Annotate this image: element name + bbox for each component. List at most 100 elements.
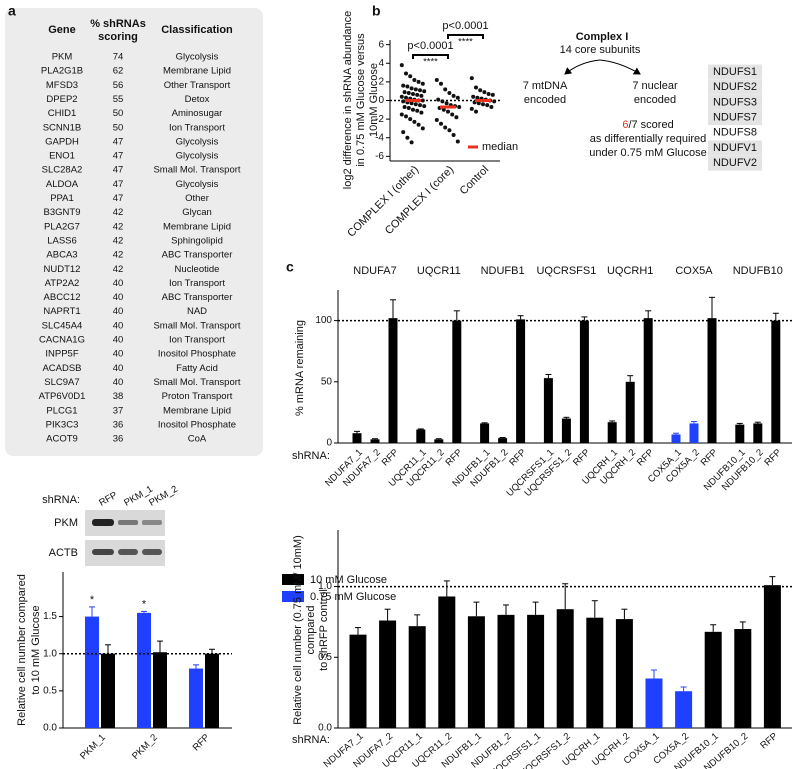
y-axis-label: Relative cell number compared bbox=[16, 574, 28, 726]
point bbox=[413, 102, 418, 107]
bar bbox=[189, 668, 203, 728]
y-tick-label: 1.5 bbox=[43, 611, 57, 622]
y-tick-label: 0 bbox=[378, 95, 384, 106]
table-cell: 42 bbox=[113, 235, 124, 246]
point bbox=[474, 85, 478, 90]
point bbox=[405, 135, 410, 140]
point bbox=[399, 94, 404, 99]
band bbox=[142, 549, 162, 555]
point bbox=[476, 101, 481, 106]
bar bbox=[349, 634, 367, 728]
point bbox=[454, 115, 459, 120]
group-title: UQCRH1 bbox=[607, 265, 653, 277]
point bbox=[404, 95, 408, 100]
point bbox=[404, 71, 408, 76]
table-cell: Inositol Phosphate bbox=[158, 419, 236, 430]
bar bbox=[689, 423, 699, 443]
bar bbox=[675, 691, 693, 728]
table-cell: Membrane Lipid bbox=[163, 405, 231, 416]
table-cell: 40 bbox=[113, 306, 124, 317]
bar bbox=[671, 434, 681, 443]
point bbox=[399, 112, 404, 117]
bar bbox=[498, 438, 508, 443]
subunit-background bbox=[708, 155, 762, 171]
point bbox=[443, 87, 448, 92]
table-cell: 42 bbox=[113, 207, 124, 218]
table-cell: GAPDH bbox=[45, 136, 79, 147]
table-cell: 40 bbox=[113, 320, 124, 331]
table-cell: SLC28A2 bbox=[42, 165, 83, 176]
table-cell: NAD bbox=[187, 306, 207, 317]
table-cell: B3GNT9 bbox=[44, 207, 81, 218]
y-axis-label: % mRNA remaining bbox=[294, 320, 306, 416]
legend-label: 10 mM Glucose bbox=[310, 574, 387, 586]
point bbox=[415, 108, 420, 113]
bar bbox=[101, 653, 115, 728]
annotation: * bbox=[142, 598, 147, 610]
point bbox=[457, 105, 462, 110]
point bbox=[416, 122, 421, 127]
bar bbox=[137, 612, 151, 728]
x-tick-label: RFP bbox=[571, 447, 592, 468]
table-cell: ABCA3 bbox=[46, 250, 77, 261]
x-axis-label: shRNA: bbox=[292, 734, 330, 746]
bar bbox=[379, 620, 397, 728]
table-cell: LASS6 bbox=[47, 235, 77, 246]
table-cell: Other Transport bbox=[164, 80, 231, 91]
point bbox=[469, 76, 474, 81]
point bbox=[411, 107, 415, 112]
bar bbox=[497, 614, 515, 728]
diagram-text: encoded bbox=[634, 94, 676, 106]
table-cell: Nucleotide bbox=[175, 264, 220, 275]
bar bbox=[434, 439, 444, 443]
point bbox=[451, 132, 456, 137]
diagram-text: 7 mtDNA bbox=[523, 80, 568, 92]
legend-label: median bbox=[482, 141, 518, 153]
point bbox=[422, 89, 427, 94]
point bbox=[418, 88, 422, 93]
point bbox=[420, 126, 425, 131]
table-cell: INPP5F bbox=[45, 349, 78, 360]
lane-label: RFP bbox=[97, 490, 119, 509]
point bbox=[469, 106, 474, 111]
bar bbox=[408, 626, 426, 728]
y-tick-label: 0 bbox=[326, 438, 332, 449]
group-title: NDUFB1 bbox=[481, 265, 525, 277]
point bbox=[408, 74, 413, 79]
bar bbox=[645, 678, 663, 728]
table-cell: Glycolysis bbox=[176, 52, 219, 63]
legend-swatch bbox=[282, 574, 304, 585]
point bbox=[455, 139, 460, 144]
point bbox=[450, 112, 455, 117]
point bbox=[422, 104, 427, 109]
y-tick-label: 0.0 bbox=[43, 723, 57, 734]
bar bbox=[527, 614, 545, 728]
group-title: UQCR11 bbox=[417, 265, 461, 277]
bar bbox=[85, 616, 99, 728]
bar bbox=[467, 616, 485, 728]
diagram-scored: 6/7 scored bbox=[622, 119, 673, 131]
table-cell: Small Mol. Transport bbox=[153, 165, 240, 176]
bar bbox=[370, 439, 380, 443]
x-tick-label: RFP bbox=[762, 447, 783, 468]
table-cell: Small Mol. Transport bbox=[153, 320, 240, 331]
table-cell: 47 bbox=[113, 136, 124, 147]
point bbox=[419, 110, 424, 115]
point bbox=[481, 102, 485, 107]
point bbox=[478, 88, 483, 93]
table-cell: NUDT12 bbox=[44, 264, 81, 275]
point bbox=[440, 99, 445, 104]
point bbox=[409, 86, 414, 91]
legend-label: 0.75 mM Glucose bbox=[310, 591, 396, 603]
table-cell: Proton Transport bbox=[162, 391, 233, 402]
table-cell: 47 bbox=[113, 179, 124, 190]
band bbox=[118, 549, 138, 555]
bar bbox=[388, 318, 398, 443]
table-cell: 47 bbox=[113, 193, 124, 204]
bar bbox=[516, 319, 526, 443]
group-title: NDUFB10 bbox=[733, 265, 783, 277]
y-axis-label: 10mM Glucose bbox=[368, 63, 380, 137]
table-cell: SLC9A7 bbox=[44, 377, 79, 388]
subunit: NDUFS3 bbox=[713, 96, 757, 108]
